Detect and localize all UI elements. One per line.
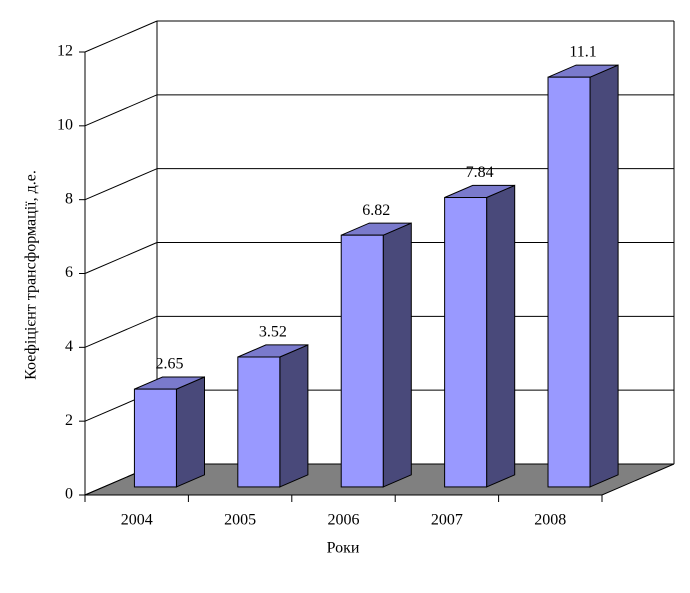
bar <box>547 76 591 488</box>
y-tick-label: 8 <box>65 190 73 207</box>
y-tick-label: 12 <box>57 43 73 60</box>
bar-side <box>589 64 619 488</box>
bar-side <box>279 344 309 488</box>
bar-side <box>175 376 205 488</box>
bar-side <box>486 184 516 488</box>
x-axis-label: Роки <box>327 540 360 557</box>
value-label: 2.65 <box>155 356 183 373</box>
value-label: 6.82 <box>362 202 390 219</box>
bar <box>444 197 488 488</box>
x-tick-label: 2008 <box>534 512 566 529</box>
value-label: 7.84 <box>466 164 494 181</box>
value-label: 3.52 <box>259 324 287 341</box>
y-tick-label: 0 <box>65 486 73 503</box>
grid-line <box>84 94 158 127</box>
y-tick-label: 10 <box>57 117 73 134</box>
y-axis-label: Коефіцієнт трансформації, д.е. <box>23 170 40 380</box>
y-tick-label: 4 <box>65 338 73 355</box>
grid-line <box>84 242 158 274</box>
value-label: 11.1 <box>569 44 596 61</box>
bar-side <box>382 222 412 488</box>
y-tick-label: 6 <box>65 264 73 281</box>
grid-line <box>84 168 158 201</box>
x-tick-label: 2007 <box>431 512 463 529</box>
bar <box>133 388 177 488</box>
bar <box>237 356 281 488</box>
x-tick-label: 2004 <box>121 512 153 529</box>
x-tick-label: 2006 <box>328 512 360 529</box>
y-tick-label: 2 <box>65 412 73 429</box>
grid-line <box>84 20 158 53</box>
bar <box>340 234 384 488</box>
x-tick-label: 2005 <box>224 512 256 529</box>
grid-line <box>84 315 158 348</box>
